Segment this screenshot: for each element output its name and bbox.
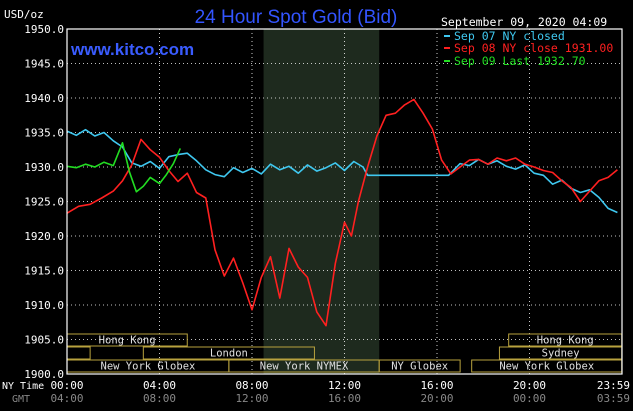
session-label: NY Globex [391,361,448,373]
plot-border [66,28,623,375]
timestamp: September 09, 2020 04:09 [441,15,607,29]
price-series [66,98,618,327]
x-tick-ny: 16:00 [420,379,453,392]
series-line-0 [66,128,618,214]
x-tick-gmt: 03:59 [597,392,630,405]
grid-lines [67,29,622,374]
y-axis-unit: USD/oz [4,8,44,21]
x-tick-gmt: 20:00 [420,392,453,405]
y-tick-label: 1950.0 [24,23,64,36]
session-box [142,346,315,360]
x-tick-gmt: 16:00 [328,392,361,405]
x-tick-ny: 04:00 [143,379,176,392]
session-label: Sydney [542,348,580,360]
session-box [378,359,461,373]
y-tick-label: 1920.0 [24,230,64,243]
y-tick-label: 1905.0 [24,334,64,347]
session-label: London [210,348,248,360]
watermark: www.kitco.com [70,40,194,59]
legend: Sep 07 NY closed Sep 08 NY close 1931.00… [444,29,613,68]
y-tick-labels: 1950.0 1945.0 1940.0 1935.0 1930.0 1925.0 1920… [24,23,64,381]
session-label: New York Globex [101,361,196,373]
legend-label: Sep 09 Last 1932.70 [454,54,586,68]
x-tick-ny: 12:00 [328,379,361,392]
y-tick-label: 1900.0 [24,368,64,381]
chart-title: 24 Hour Spot Gold (Bid) [195,7,398,28]
y-tick-label: 1935.0 [24,127,64,140]
session-label: New York NYMEX [260,361,349,373]
x-tick-gmt: 04:00 [50,392,83,405]
session-label: New York Globex [499,361,594,373]
x-tick-ny: 23:59 [597,379,630,392]
x-tick-gmt: 08:00 [143,392,176,405]
y-tick-label: 1945.0 [24,58,64,71]
x-tick-ny: 08:00 [235,379,268,392]
series-line-2 [66,142,182,193]
y-tick-label: 1925.0 [24,196,64,209]
ny-time-label: NY Time [2,381,44,392]
y-tick-label: 1940.0 [24,92,64,105]
y-tick-label: 1915.0 [24,265,64,278]
nymex-shade [263,29,380,374]
axes [66,28,623,375]
x-tick-gmt: 00:00 [513,392,546,405]
legend-label: Sep 08 NY close 1931.00 [454,41,613,55]
series-line-1 [66,98,618,327]
x-tick-labels: 00:0004:0004:0008:0008:0012:0012:0016:00… [50,379,630,405]
y-tick-label: 1910.0 [24,299,64,312]
session-label: Hong Kong [99,335,156,347]
legend-entry: Sep 07 NY closed [444,29,565,43]
x-tick-gmt: 12:00 [235,392,268,405]
session-label: Hong Kong [537,335,594,347]
legend-entry: Sep 09 Last 1932.70 [444,54,586,68]
x-tick-ny: 20:00 [513,379,546,392]
nymex-band [263,29,380,374]
gmt-label: GMT [12,394,30,405]
x-tick-ny: 00:00 [50,379,83,392]
legend-label: Sep 07 NY closed [454,29,565,43]
y-tick-label: 1930.0 [24,161,64,174]
legend-entry: Sep 08 NY close 1931.00 [444,41,613,55]
